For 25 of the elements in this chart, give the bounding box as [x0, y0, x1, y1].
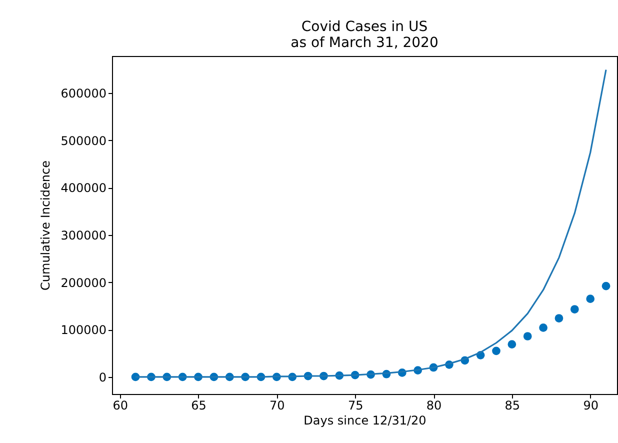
x-axis-title: Days since 12/31/20 [304, 414, 426, 428]
point [523, 332, 532, 340]
point [602, 282, 610, 290]
point [586, 294, 595, 304]
y-tick-label: 100000 [60, 323, 106, 338]
y-tick-label: 300000 [60, 228, 106, 242]
y-axis-title: Cumulative Incidence [38, 160, 53, 290]
x-tick-label: 90 [583, 398, 598, 412]
point [539, 324, 548, 332]
point [508, 340, 516, 348]
y-tick-label: 600000 [60, 86, 106, 100]
point [492, 346, 500, 356]
y-tick-label: 200000 [60, 276, 106, 290]
x-tick-label: 65 [191, 398, 206, 412]
y-tick-label: 500000 [60, 134, 106, 148]
y-tick-label: 0 [98, 370, 106, 384]
chart-title: Covid Cases in US as of March 31, 2020 [290, 19, 438, 51]
x-tick-label: 85 [504, 398, 520, 412]
point [570, 305, 579, 314]
x-tick-label: 70 [270, 398, 285, 412]
x-tick-label: 75 [348, 398, 364, 412]
y-tick-label: 400000 [60, 181, 106, 196]
x-tick-label: 80 [426, 398, 442, 412]
x-tick-label: 60 [112, 398, 128, 412]
point [554, 314, 564, 322]
